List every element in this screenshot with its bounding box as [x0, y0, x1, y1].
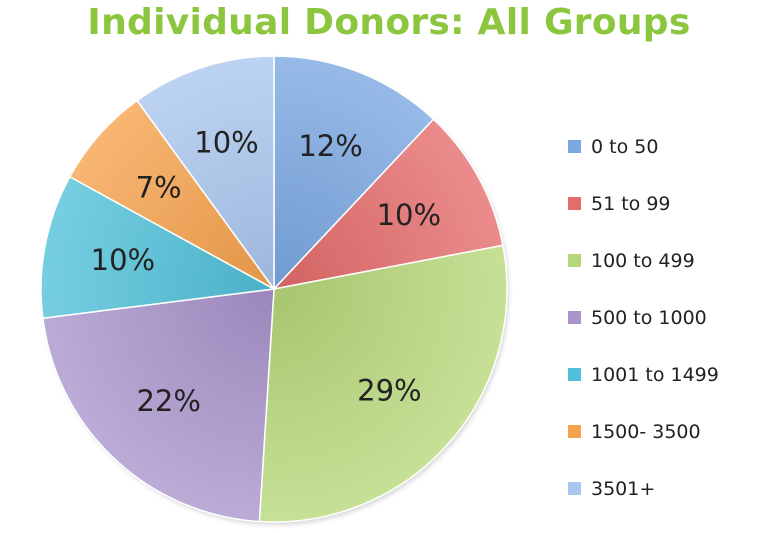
chart-title: Individual Donors: All Groups — [87, 2, 691, 43]
legend-label: 100 to 499 — [591, 250, 695, 272]
pie-slice — [271, 118, 504, 291]
slice-label: 12% — [298, 129, 362, 163]
legend-swatch — [568, 482, 581, 495]
pie-slice — [136, 55, 275, 292]
legend-swatch — [568, 254, 581, 267]
pie-slice — [42, 288, 275, 523]
pie-slice — [40, 175, 277, 320]
legend-label: 51 to 99 — [591, 193, 671, 215]
pie-slice — [273, 55, 435, 291]
pie-slice — [68, 99, 275, 290]
legend-swatch — [568, 368, 581, 381]
pie-slice — [258, 244, 508, 523]
legend-swatch — [568, 140, 581, 153]
legend-label: 500 to 1000 — [591, 307, 707, 329]
legend-label: 0 to 50 — [591, 136, 659, 158]
legend-label: 1001 to 1499 — [591, 364, 719, 386]
legend-swatch — [568, 311, 581, 324]
slice-label: 22% — [136, 384, 200, 418]
legend-swatch — [568, 197, 581, 210]
slice-label: 10% — [194, 126, 258, 160]
legend-label: 3501+ — [591, 478, 656, 500]
slice-label: 7% — [136, 170, 182, 204]
slice-label: 29% — [357, 374, 421, 408]
slice-label: 10% — [377, 198, 441, 232]
slice-label: 10% — [91, 243, 155, 277]
legend-swatch — [568, 425, 581, 438]
legend-label: 1500- 3500 — [591, 421, 701, 443]
